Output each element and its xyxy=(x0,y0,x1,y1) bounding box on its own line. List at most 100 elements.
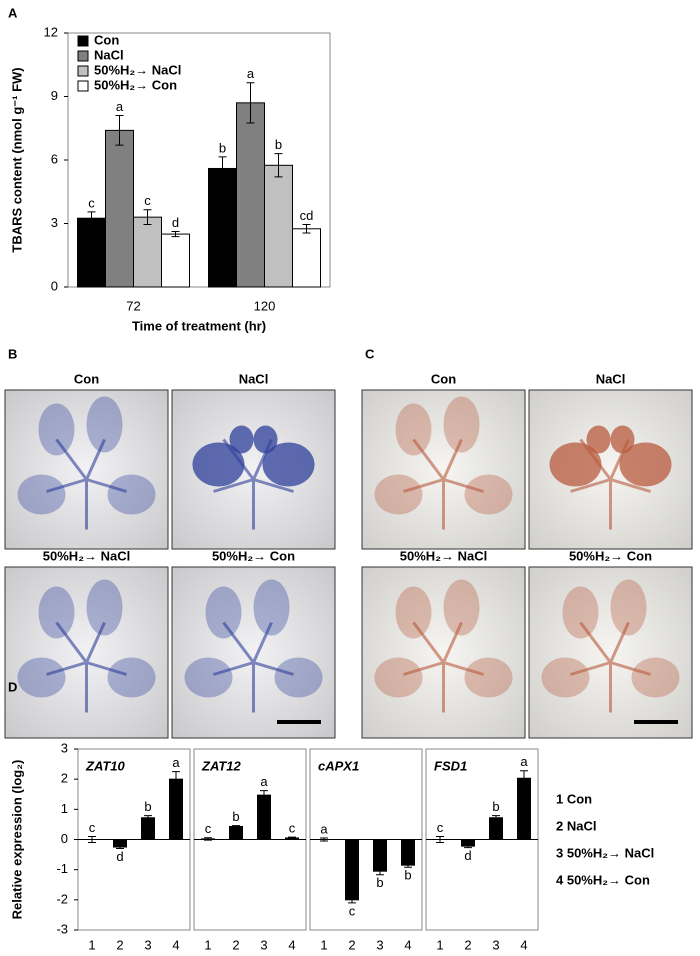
image-label: 50%H₂→ Con xyxy=(569,548,652,563)
leaf xyxy=(229,425,254,454)
panel-letter: D xyxy=(8,679,17,694)
legend-label: 3 50%H₂→ NaCl xyxy=(556,845,654,860)
significance-label: a xyxy=(320,821,328,836)
bar xyxy=(401,839,415,866)
image-label: 50%H₂→ Con xyxy=(212,548,295,563)
leaf xyxy=(541,657,590,698)
significance-label: c xyxy=(437,820,444,835)
legend-swatch xyxy=(77,80,89,92)
image-label: 50%H₂→ NaCl xyxy=(400,548,487,563)
error-bar xyxy=(143,209,152,226)
significance-label: b xyxy=(492,799,499,814)
image-label: Con xyxy=(431,371,456,386)
stem xyxy=(403,621,484,713)
x-tick-label: 3 xyxy=(144,937,151,952)
bar xyxy=(208,167,237,288)
error-bar xyxy=(492,815,500,821)
subplot-title: cAPX1 xyxy=(318,758,359,773)
error-bar xyxy=(144,815,152,821)
y-tick-label: 0 xyxy=(61,831,68,846)
stem xyxy=(403,438,484,530)
y-tick-label: 6 xyxy=(51,151,58,166)
bar xyxy=(105,129,134,288)
error-bar xyxy=(302,224,311,234)
bar xyxy=(77,217,106,288)
bar xyxy=(373,839,387,872)
leaf xyxy=(374,474,423,515)
stem xyxy=(213,621,294,713)
panel-letter: C xyxy=(365,346,375,361)
leaf xyxy=(86,396,123,453)
leaf xyxy=(192,442,245,487)
y-tick-label: -1 xyxy=(56,861,68,876)
significance-label: cd xyxy=(300,208,314,223)
y-tick-label: -3 xyxy=(56,921,68,936)
error-bar xyxy=(171,231,180,238)
legend-label: 2 NaCl xyxy=(556,818,596,833)
subplot-title: ZAT12 xyxy=(201,758,242,773)
leaf xyxy=(184,657,233,698)
significance-label: c xyxy=(144,193,151,208)
leaf xyxy=(464,657,513,698)
significance-label: b xyxy=(219,140,226,155)
legend-swatch xyxy=(77,50,89,62)
significance-label: b xyxy=(232,809,239,824)
x-tick-label: 2 xyxy=(464,937,471,952)
error-bar xyxy=(246,82,255,124)
bar xyxy=(345,839,359,901)
leaf xyxy=(262,442,315,487)
leaf xyxy=(395,403,432,456)
significance-label: c xyxy=(289,821,296,836)
y-tick-label: 9 xyxy=(51,88,58,103)
leaf xyxy=(38,586,75,639)
leaf xyxy=(17,657,66,698)
significance-label: a xyxy=(260,774,268,789)
bar xyxy=(292,228,321,288)
leaf xyxy=(631,657,680,698)
bar xyxy=(264,164,293,288)
photo xyxy=(361,566,526,739)
leaf xyxy=(253,425,278,454)
y-tick-label: 0 xyxy=(51,278,58,293)
bar xyxy=(133,216,162,288)
leaf xyxy=(205,586,242,639)
significance-label: a xyxy=(520,754,528,769)
leaf xyxy=(549,442,602,487)
legend-label: Con xyxy=(94,32,119,47)
bar xyxy=(236,102,265,288)
error-bar xyxy=(232,825,240,828)
legend-label: 50%H₂→ NaCl xyxy=(94,62,181,77)
stem xyxy=(46,438,127,530)
leaf xyxy=(107,474,156,515)
significance-label: c xyxy=(205,821,212,836)
error-bar xyxy=(320,837,328,842)
x-tick-label: 4 xyxy=(172,937,179,952)
significance-label: a xyxy=(247,66,255,81)
subplot-title: ZAT10 xyxy=(85,758,126,773)
x-tick-label: 1 xyxy=(320,937,327,952)
stem xyxy=(570,621,651,713)
x-tick-label: 4 xyxy=(404,937,411,952)
error-bar xyxy=(260,790,268,801)
significance-label: c xyxy=(89,820,96,835)
y-tick-label: 2 xyxy=(61,771,68,786)
error-bar xyxy=(436,835,444,844)
error-bar xyxy=(348,896,356,904)
image-label: Con xyxy=(74,371,99,386)
leaf xyxy=(610,579,647,636)
significance-label: a xyxy=(116,99,124,114)
leaf xyxy=(17,474,66,515)
leaf xyxy=(586,425,611,454)
leaf xyxy=(562,586,599,639)
y-axis-label: TBARS content (nmol g⁻¹ FW) xyxy=(9,67,24,252)
bar xyxy=(229,826,243,840)
bar xyxy=(141,817,155,841)
bar xyxy=(257,794,271,841)
leaf xyxy=(107,657,156,698)
y-axis-label: Relative expression (log₂) xyxy=(9,760,24,920)
significance-label: c xyxy=(88,195,95,210)
significance-label: b xyxy=(144,799,151,814)
x-tick-label: 4 xyxy=(520,937,527,952)
y-tick-label: -2 xyxy=(56,891,68,906)
